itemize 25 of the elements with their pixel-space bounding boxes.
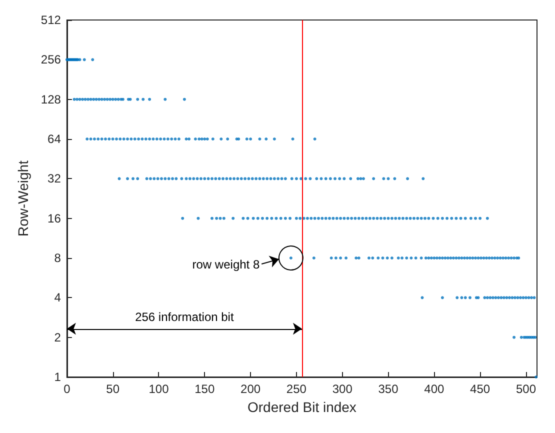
- x-tick-label: 500: [516, 382, 536, 396]
- x-tick-label: 300: [332, 382, 353, 396]
- annotation: 256 information bit: [135, 310, 234, 324]
- y-axis-title: Row-Weight: [15, 160, 31, 236]
- x-tick-label: 100: [148, 382, 170, 396]
- y-tick-label: 128: [40, 92, 62, 106]
- y-tick-label: 32: [48, 172, 62, 186]
- y-tick-label: 512: [40, 13, 62, 27]
- y-tick-label: 64: [48, 132, 62, 146]
- x-tick-label: 150: [194, 382, 215, 396]
- x-tick-label: 200: [240, 382, 261, 396]
- x-tick-label: 350: [378, 382, 399, 396]
- x-tick-label: 250: [286, 382, 307, 396]
- annotation: row weight 8: [192, 258, 260, 272]
- y-tick-label: 8: [54, 251, 62, 265]
- x-tick-label: 450: [470, 382, 490, 396]
- x-axis-title: Ordered Bit index: [247, 398, 356, 415]
- x-tick-label: 0: [64, 382, 71, 396]
- y-tick-label: 4: [54, 290, 62, 305]
- y-tick-label: 2: [54, 330, 62, 344]
- y-tick-label: 16: [48, 211, 62, 226]
- x-tick-label: 400: [424, 382, 444, 396]
- y-tick-label: 256: [40, 52, 62, 67]
- y-tick-label: 1: [54, 370, 62, 384]
- x-tick-label: 50: [106, 382, 120, 396]
